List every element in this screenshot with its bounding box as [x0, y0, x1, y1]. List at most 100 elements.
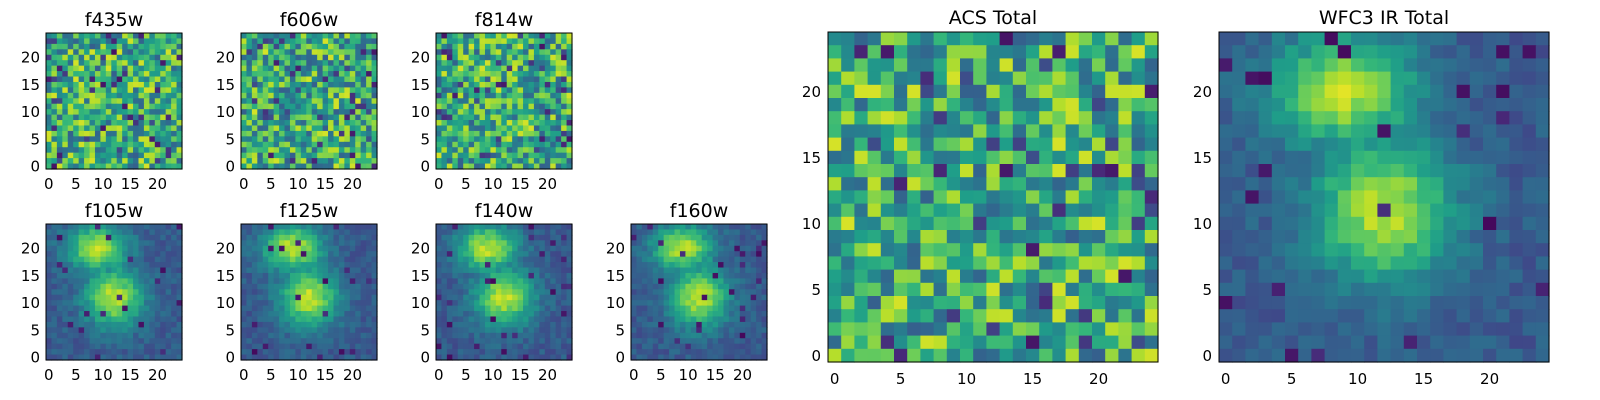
heatmap-cell [506, 43, 513, 50]
heatmap-cell [523, 103, 530, 110]
heatmap-cell [641, 311, 648, 318]
heatmap-cell [273, 125, 280, 132]
heatmap-cell [289, 125, 296, 132]
heatmap-cell [647, 321, 654, 328]
heatmap-cell [907, 269, 921, 284]
heatmap-cell [344, 136, 351, 143]
heatmap-cell [143, 43, 150, 50]
heatmap-cell [1131, 150, 1146, 165]
heatmap-cell [78, 278, 85, 285]
heatmap-cell [322, 43, 329, 50]
heatmap-cell [528, 98, 535, 105]
heatmap-cell [366, 76, 373, 83]
heatmap-cell [1078, 243, 1093, 257]
heatmap-cell [723, 327, 730, 334]
heatmap-cell [100, 267, 107, 274]
heatmap-cell [506, 71, 513, 78]
heatmap-cell [257, 130, 264, 137]
heatmap-cell [652, 267, 659, 274]
heatmap-cell [241, 294, 248, 301]
heatmap-cell [658, 332, 665, 339]
heatmap-cell [495, 245, 502, 252]
heatmap-cell [317, 245, 324, 252]
heatmap-cell [56, 311, 63, 318]
heatmap-cell [1012, 84, 1027, 99]
heatmap-cell [62, 354, 69, 361]
heatmap-cell [366, 305, 373, 312]
heatmap-cell [149, 147, 156, 154]
heatmap-cell [289, 278, 296, 285]
heatmap-cell [176, 240, 183, 247]
heatmap-cell [127, 256, 134, 263]
heatmap-cell [78, 125, 85, 132]
heatmap-cell [566, 65, 573, 72]
heatmap-cell [94, 76, 101, 83]
heatmap-cell [246, 327, 253, 334]
heatmap-cell [728, 354, 735, 361]
heatmap-cell [533, 141, 540, 148]
heatmap-cell [867, 45, 882, 59]
heatmap-cell [533, 321, 540, 328]
heatmap-cell [561, 251, 568, 258]
heatmap-cell [484, 147, 491, 154]
heatmap-cell [133, 109, 140, 116]
heatmap-cell [89, 136, 96, 143]
heatmap-cell [652, 294, 659, 301]
heatmap-cell [468, 251, 475, 258]
heatmap-cell [100, 141, 107, 148]
heatmap-cell [338, 283, 345, 290]
heatmap-cell [750, 338, 757, 345]
heatmap-cell [149, 38, 156, 45]
heatmap-cell [484, 43, 491, 50]
heatmap-cell [669, 316, 676, 323]
heatmap-cell [718, 300, 725, 307]
heatmap-cell [251, 71, 258, 78]
heatmap-cell [84, 272, 91, 279]
heatmap-cell [512, 354, 519, 361]
heatmap-cell [143, 338, 150, 345]
heatmap-cell [344, 354, 351, 361]
heatmap-cell [333, 234, 340, 241]
heatmap-cell [311, 256, 318, 263]
heatmap-cell [154, 81, 161, 88]
heatmap-cell [533, 283, 540, 290]
heatmap-cell [468, 327, 475, 334]
heatmap-cell [652, 300, 659, 307]
heatmap-cell [67, 300, 74, 307]
heatmap-cell [745, 311, 752, 318]
heatmap-cell [160, 332, 167, 339]
heatmap-cell [62, 158, 69, 165]
heatmap-cell [960, 111, 974, 125]
heatmap-cell [116, 98, 123, 105]
heatmap-cell [176, 43, 183, 50]
heatmap-cell [669, 278, 676, 285]
heatmap-cell [631, 332, 638, 339]
heatmap-cell [116, 245, 123, 252]
heatmap-cell [986, 230, 1001, 244]
heatmap-cell [133, 327, 140, 334]
heatmap-cell [100, 103, 107, 110]
heatmap-cell [756, 224, 763, 231]
heatmap-cell [484, 120, 491, 127]
heatmap-cell [533, 92, 540, 99]
heatmap-cell [479, 147, 486, 154]
heatmap-cell [739, 256, 746, 263]
heatmap-cell [734, 343, 741, 350]
heatmap-cell [960, 164, 974, 178]
heatmap-cell [474, 272, 481, 279]
heatmap-cell [273, 289, 280, 296]
heatmap-cell [176, 267, 183, 274]
heatmap-cell [311, 229, 318, 236]
heatmap-cell [479, 229, 486, 236]
heatmap-cell [251, 81, 258, 88]
heatmap-cell [154, 256, 161, 263]
heatmap-cell [436, 60, 443, 67]
heatmap-cell [105, 125, 112, 132]
heatmap-cell [894, 32, 908, 46]
heatmap-cell [273, 354, 280, 361]
heatmap-cell [251, 278, 258, 285]
heatmap-cell [517, 158, 524, 165]
x-tick-label: 15 [316, 366, 335, 384]
heatmap-cell [495, 109, 502, 116]
heatmap-cell [986, 58, 1001, 73]
